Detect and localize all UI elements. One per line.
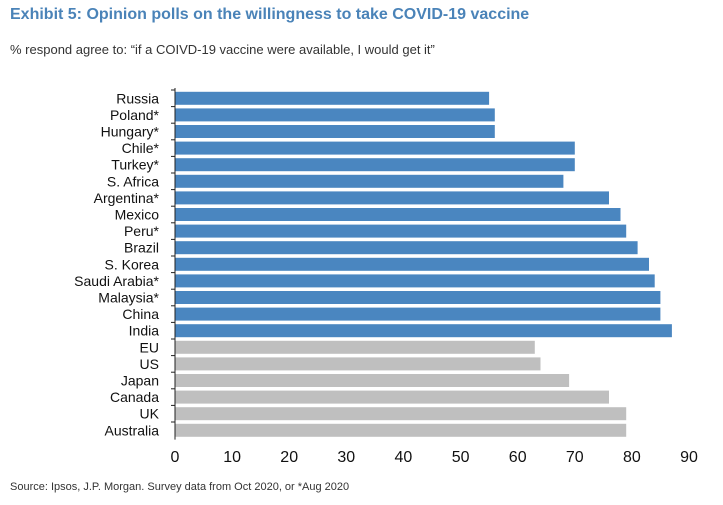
x-tick-label: 10 [223, 449, 241, 466]
x-tick-label: 20 [280, 449, 298, 466]
bar-china [175, 307, 661, 321]
category-label: Japan [121, 373, 159, 389]
category-label: Peru* [124, 223, 160, 239]
bar-russia [175, 91, 490, 105]
bar-eu [175, 340, 535, 354]
bar-malaysia [175, 291, 661, 304]
bar-mexico [175, 208, 621, 221]
category-label: Poland* [110, 107, 160, 123]
bar-s-korea [175, 257, 649, 271]
category-label: S. Africa [107, 173, 159, 189]
bar-poland [175, 108, 495, 122]
bar-s-africa [175, 174, 564, 188]
source-note: Source: Ipsos, J.P. Morgan. Survey data … [10, 481, 350, 493]
category-label: Canada [110, 389, 159, 405]
bar-canada [175, 390, 609, 404]
category-label: Saudi Arabia* [74, 273, 159, 289]
category-label: Hungary* [101, 124, 160, 140]
x-tick-label: 70 [566, 449, 584, 466]
x-tick-label: 50 [452, 449, 470, 466]
bar-turkey [175, 158, 575, 172]
category-label: UK [140, 406, 160, 422]
category-label: Russia [116, 90, 159, 106]
bar-us [175, 357, 541, 371]
chart-subtitle: % respond agree to: “if a COIVD-19 vacci… [10, 42, 435, 57]
bar-saudi-arabia [175, 274, 655, 288]
x-tick-label: 60 [509, 449, 527, 466]
x-tick-label: 80 [623, 449, 641, 466]
x-tick-label: 30 [337, 449, 355, 466]
category-label: Australia [105, 422, 160, 438]
bar-brazil [175, 241, 638, 255]
bar-india [175, 324, 672, 338]
category-label: EU [140, 339, 159, 355]
x-tick-label: 40 [395, 449, 413, 466]
category-label: Malaysia* [98, 290, 159, 306]
x-tick-label: 0 [171, 449, 180, 466]
category-label: Chile* [122, 140, 160, 156]
bar-uk [175, 407, 627, 421]
category-label: Mexico [115, 207, 160, 223]
category-label: India [129, 323, 160, 339]
bar-argentina [175, 191, 609, 205]
bar-hungary [175, 125, 495, 138]
category-label: Turkey* [111, 157, 159, 173]
chart-title: Exhibit 5: Opinion polls on the willingn… [10, 6, 530, 23]
x-tick-label: 90 [680, 449, 698, 466]
category-label: Brazil [124, 240, 159, 256]
bar-peru [175, 224, 627, 238]
bar-australia [175, 423, 627, 437]
category-label: Argentina* [94, 190, 160, 206]
category-label: China [122, 306, 159, 322]
bar-japan [175, 374, 570, 387]
category-label: S. Korea [105, 256, 160, 272]
category-label: US [140, 356, 159, 372]
bar-chile [175, 141, 575, 155]
